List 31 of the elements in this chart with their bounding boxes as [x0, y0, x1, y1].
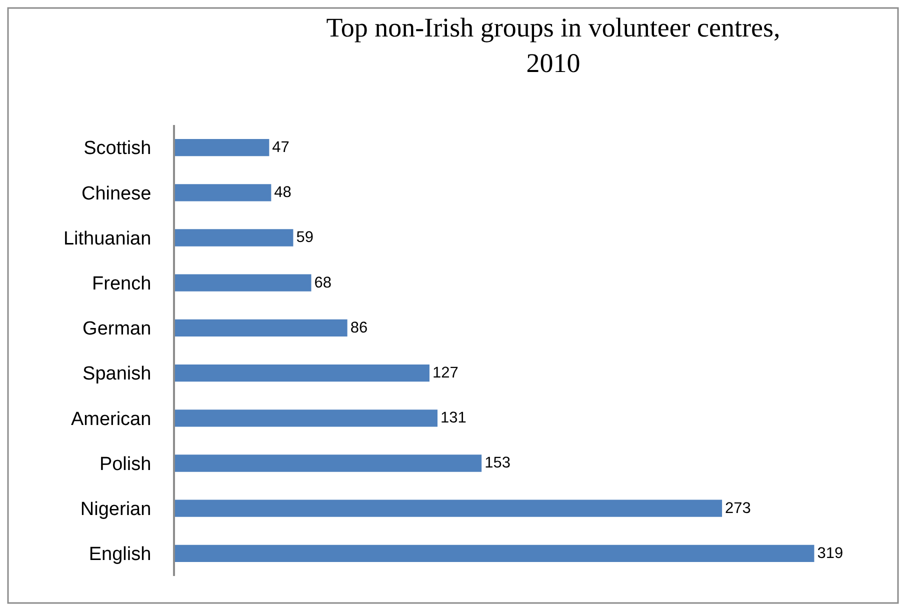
y-tick-label: German [82, 318, 152, 340]
bar [175, 544, 814, 562]
y-tick-label: American [70, 408, 152, 430]
y-tick-label: Lithuanian [63, 228, 152, 250]
bar [175, 319, 348, 337]
y-tick-label: Nigerian [80, 499, 152, 520]
data-label: 59 [296, 229, 314, 246]
data-label: 68 [314, 274, 332, 292]
data-label: 47 [272, 139, 290, 156]
bar [175, 500, 722, 517]
bar [175, 138, 270, 156]
y-tick-label: Polish [99, 454, 152, 475]
bar [175, 454, 482, 472]
y-tick-label: French [92, 274, 152, 294]
data-label: 48 [274, 184, 292, 202]
data-label: 86 [350, 319, 368, 336]
bar [175, 274, 312, 292]
y-tick-label: English [88, 544, 152, 566]
y-tick-label: Scottish [84, 138, 152, 160]
data-label: 127 [432, 364, 458, 382]
bar [175, 410, 438, 427]
bar [175, 364, 430, 382]
data-label: 153 [484, 454, 510, 472]
data-label: 131 [440, 410, 466, 427]
bar [175, 229, 294, 246]
y-tick-label: Chinese [81, 183, 152, 204]
bar [175, 184, 272, 202]
data-label: 273 [725, 500, 751, 517]
chart-title: Top non-Irish groups in volunteer centres, 2010 [326, 12, 780, 78]
y-tick-label: Spanish [82, 364, 152, 385]
data-label: 319 [817, 544, 844, 562]
